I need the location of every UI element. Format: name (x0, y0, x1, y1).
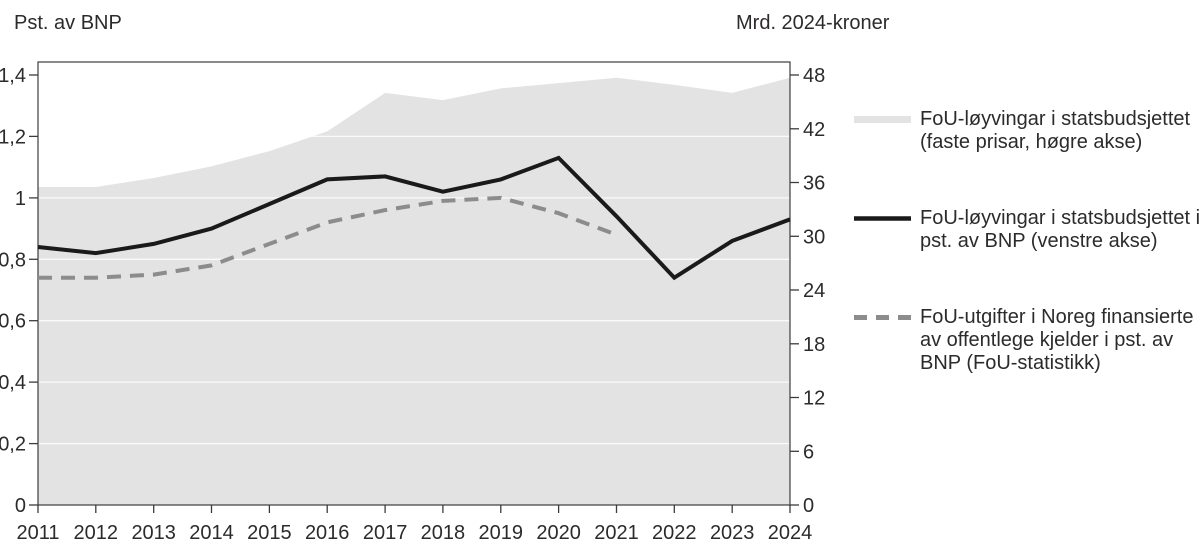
left-tick-label: 0,4 (0, 372, 26, 394)
legend-label-line: FoU-løyvingar i statsbudsjettet (920, 108, 1191, 130)
left-tick-label: 1 (15, 188, 26, 210)
x-tick-label: 2022 (652, 522, 697, 544)
right-tick-label: 12 (803, 388, 825, 410)
legend-item-dashed-line: FoU-utgifter i Noreg finansierte av offe… (853, 306, 1200, 375)
right-axis-title: Mrd. 2024-kroner (736, 12, 890, 34)
left-tick-label: 0 (15, 495, 26, 517)
left-tick-label: 0,6 (0, 311, 26, 333)
x-tick-label: 2014 (189, 522, 234, 544)
right-tick-label: 36 (803, 173, 825, 195)
legend-label: FoU-utgifter i Noreg finansierte av offe… (920, 306, 1193, 375)
right-tick-label: 48 (803, 65, 825, 87)
x-tick-label: 2021 (594, 522, 639, 544)
legend-label-line: av offentlege kjelder i pst. av (920, 329, 1174, 351)
legend-item-area: FoU-løyvingar i statsbudsjettet (faste p… (853, 108, 1200, 154)
area-swatch-icon (854, 116, 911, 123)
plot-frame (37, 61, 791, 506)
x-tick-label: 2019 (479, 522, 524, 544)
legend-label-line: (faste prisar, høgre akse) (920, 131, 1143, 153)
x-tick-label: 2012 (74, 522, 119, 544)
dashed-line-swatch-icon (854, 315, 911, 320)
area-series (38, 77, 790, 505)
right-tick-label: 42 (803, 119, 825, 141)
left-axis-title: Pst. av BNP (14, 12, 122, 34)
dashed-line-series (38, 195, 618, 280)
right-tick-label: 18 (803, 334, 825, 356)
right-tick-label: 0 (803, 495, 814, 517)
x-tick-label: 2017 (363, 522, 408, 544)
legend-label-line: FoU-løyvingar i statsbudsjettet i (920, 207, 1200, 229)
legend-label: FoU-løyvingar i statsbudsjettet (faste p… (920, 108, 1190, 154)
left-tick-label: 1,4 (0, 65, 26, 87)
solid-line-series (37, 155, 791, 281)
x-tick-label: 2024 (768, 522, 813, 544)
legend-label: FoU-løyvingar i statsbudsjettet i pst. a… (920, 207, 1200, 253)
legend-label-line: pst. av BNP (venstre akse) (920, 230, 1158, 252)
solid-line-swatch-icon (854, 216, 911, 221)
x-tick-label: 2013 (131, 522, 176, 544)
x-tick-label: 2016 (305, 522, 350, 544)
legend-item-solid-line: FoU-løyvingar i statsbudsjettet i pst. a… (853, 207, 1200, 253)
right-tick-label: 24 (803, 280, 825, 302)
left-tick-label: 0,2 (0, 434, 26, 456)
left-tick-label: 0,8 (0, 249, 26, 271)
x-tick-label: 2018 (421, 522, 466, 544)
x-tick-label: 2023 (710, 522, 755, 544)
legend: FoU-løyvingar i statsbudsjettet (faste p… (853, 108, 1200, 375)
plot-area: 0 0,2 0,4 0,6 0,8 1 1,2 1,4 0 6 12 18 24 30 36 42 48 2011… (0, 61, 825, 544)
legend-label-line: BNP (FoU-statistikk) (920, 352, 1101, 374)
right-tick-label: 30 (803, 226, 825, 248)
x-tick-label: 2015 (247, 522, 292, 544)
legend-label-line: FoU-utgifter i Noreg finansierte (920, 306, 1194, 328)
x-tick-label: 2020 (536, 522, 581, 544)
right-tick-label: 6 (803, 441, 814, 463)
x-tick-label: 2011 (16, 522, 59, 544)
left-tick-label: 1,2 (0, 126, 26, 148)
